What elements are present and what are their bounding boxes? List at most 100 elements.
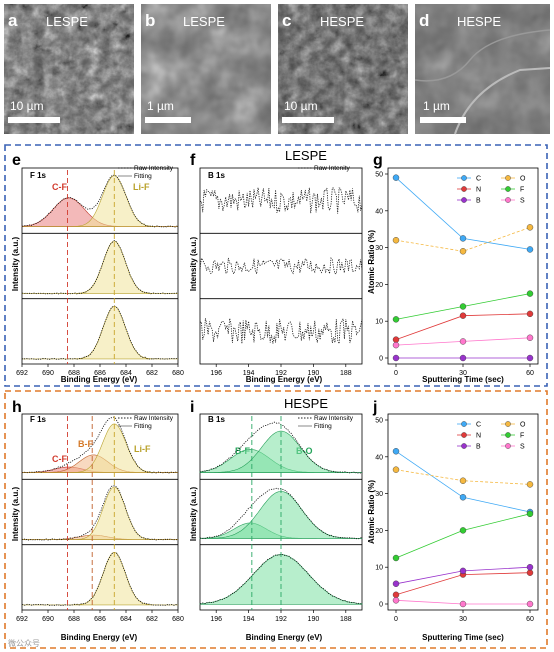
sem-letter: d: [419, 11, 429, 30]
j-legend-swatch: [461, 432, 467, 438]
g-legend-swatch: [461, 186, 467, 192]
j-series-B-point: [392, 580, 400, 587]
g-legend-S: S: [520, 198, 525, 205]
g-xtick-label: 0: [394, 370, 398, 377]
j-series-O-point: [392, 466, 400, 473]
panel-letter-i: i: [190, 399, 194, 416]
f-raw-trace: [199, 187, 363, 214]
e-core-level: F 1s: [30, 171, 47, 180]
panel-letter-h: h: [12, 399, 22, 416]
g-ylabel: Atomic Ratio (%): [367, 230, 376, 294]
i-legend-raw: Raw Intensity: [314, 415, 354, 422]
j-series-B-point: [526, 564, 534, 571]
j-legend-B: B: [476, 444, 481, 451]
h-xtick-label: 684: [120, 616, 132, 623]
e-xtick-label: 692: [16, 370, 28, 377]
g-series-F-point: [459, 303, 467, 310]
j-xlabel: Sputtering Time (sec): [422, 633, 504, 642]
j-xtick-label: 0: [394, 616, 398, 623]
j-series-F-point: [526, 510, 534, 518]
i-legend: Raw Intensity Fitting: [298, 415, 354, 430]
j-ytick-label: 20: [375, 528, 383, 535]
g-ytick-label: 20: [375, 282, 383, 289]
sem-scale-text: 1 µm: [147, 99, 174, 113]
j-series-N-point: [392, 591, 400, 598]
g-legend-B: B: [476, 198, 481, 205]
g-ytick-label: 50: [375, 172, 383, 179]
i-xlabel: Binding Energy (eV): [246, 633, 323, 642]
g-series-B-point: [392, 354, 400, 362]
g-series-N-point: [526, 310, 534, 318]
j-series-O-point: [526, 481, 534, 488]
i-xtick-label: 188: [340, 616, 352, 623]
g-legend-swatch: [505, 197, 511, 203]
f-legend: Raw Intenity: [298, 165, 351, 172]
e-legend-fit: Fitting: [134, 173, 152, 180]
j-legend-swatch: [505, 443, 511, 449]
f-legend-raw: Raw Intenity: [314, 165, 351, 172]
h-xtick-label: 686: [94, 616, 106, 623]
f-xtick-label: 194: [243, 370, 255, 377]
sem-scale-bar: [145, 117, 191, 123]
g-legend-swatch: [505, 175, 511, 181]
h-peak-component: [22, 551, 178, 606]
f-xtick-label: 192: [275, 370, 287, 377]
sem-scale-bar: [420, 117, 466, 123]
j-ytick-label: 10: [375, 565, 383, 572]
f-xtick-label: 196: [210, 370, 222, 377]
hespe-group-title: HESPE: [284, 396, 328, 411]
sem-scale-text: 10 µm: [284, 99, 318, 113]
g-legend-swatch: [461, 197, 467, 203]
j-ytick-label: 0: [379, 602, 383, 609]
j-series-F-point: [459, 527, 467, 534]
j-series-B-point: [459, 567, 467, 575]
h-legend-raw: Raw Intensity: [134, 415, 174, 422]
e-xtick-label: 684: [120, 370, 132, 377]
sem-title: HESPE: [457, 14, 501, 29]
h-xlabel: Binding Energy (eV): [61, 633, 138, 642]
f-raw-trace: [199, 318, 363, 344]
g-series-N-point: [459, 312, 467, 319]
j-ytick-label: 50: [375, 418, 383, 425]
j-xtick-label: 60: [526, 616, 534, 623]
sem-title: LESPE: [46, 14, 88, 29]
g-ytick-label: 40: [375, 208, 383, 215]
sem-image-c: c HESPE 10 µm: [278, 4, 408, 134]
g-legend-swatch: [505, 186, 511, 192]
g-series-B-point: [459, 354, 467, 362]
g-ytick-label: 0: [379, 356, 383, 363]
i-xtick-label: 196: [210, 616, 222, 623]
j-ylabel: Atomic Ratio (%): [367, 480, 376, 544]
hespe-group-frame: [4, 390, 548, 649]
j-legend-F: F: [520, 433, 524, 440]
g-series-S-point: [526, 334, 534, 341]
g-xlabel: Sputtering Time (sec): [422, 375, 504, 384]
j-ytick-label: 40: [375, 454, 383, 461]
h-raw-trace: [21, 552, 179, 606]
j-xtick-label: 30: [459, 616, 467, 623]
g-xtick-label: 30: [459, 370, 467, 377]
j-legend-swatch: [461, 443, 467, 449]
panel-letter-g: g: [373, 152, 383, 169]
e-raw-trace: [21, 305, 179, 360]
g-legend-O: O: [520, 176, 526, 183]
sem-image-a: a LESPE 10 µm: [4, 4, 134, 134]
g-series-F-point: [526, 290, 534, 297]
f-xlabel: Binding Energy (eV): [246, 375, 323, 384]
e-peak-component: [22, 240, 178, 294]
f-xtick-label: 188: [340, 370, 352, 377]
e-xtick-label: 680: [172, 370, 184, 377]
j-ytick-label: 30: [375, 491, 383, 498]
i-ylabel: Intensity (a.u.): [189, 487, 198, 542]
e-xtick-label: 686: [94, 370, 106, 377]
g-series-N-point: [392, 336, 400, 343]
j-series-O-point: [459, 477, 467, 484]
i-legend-fit: Fitting: [314, 423, 332, 430]
f-xtick-label: 190: [308, 370, 320, 377]
g-series-C-point: [526, 246, 534, 253]
i-bo-label: B-O: [296, 446, 313, 456]
j-legend-S: S: [520, 444, 525, 451]
j-series-N-point: [526, 569, 534, 576]
panel-letter-f: f: [190, 152, 196, 169]
h-bf-label: B-F: [78, 439, 93, 449]
